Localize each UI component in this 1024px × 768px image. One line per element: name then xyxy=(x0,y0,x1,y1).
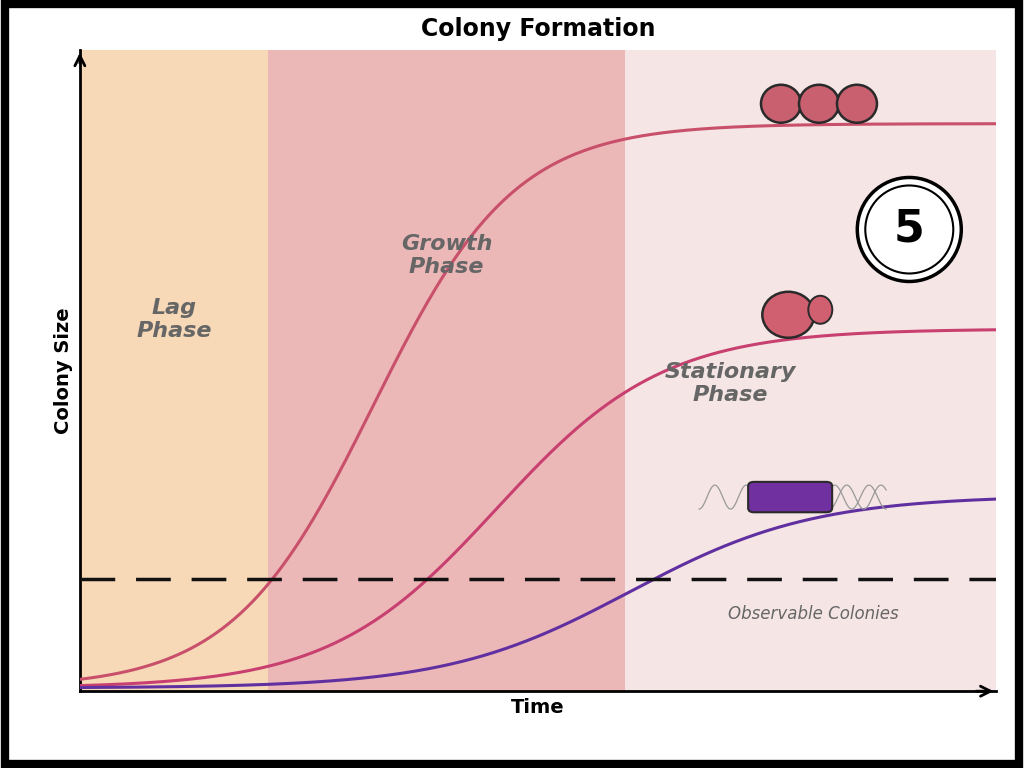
Ellipse shape xyxy=(808,296,833,324)
Title: Colony Formation: Colony Formation xyxy=(421,17,655,41)
Text: Growth
Phase: Growth Phase xyxy=(400,233,493,276)
Ellipse shape xyxy=(865,186,953,273)
Ellipse shape xyxy=(762,292,814,338)
FancyBboxPatch shape xyxy=(749,482,833,512)
X-axis label: Time: Time xyxy=(511,698,565,717)
Ellipse shape xyxy=(799,84,839,123)
Text: Stationary
Phase: Stationary Phase xyxy=(665,362,797,405)
Ellipse shape xyxy=(837,84,877,123)
Bar xyxy=(626,50,996,691)
Text: Lag
Phase: Lag Phase xyxy=(136,298,212,341)
Bar xyxy=(80,50,267,691)
Text: 5: 5 xyxy=(894,208,925,251)
Bar xyxy=(267,50,626,691)
Ellipse shape xyxy=(761,84,801,123)
Text: Observable Colonies: Observable Colonies xyxy=(728,604,898,623)
Ellipse shape xyxy=(857,177,962,282)
Y-axis label: Colony Size: Colony Size xyxy=(54,307,73,434)
